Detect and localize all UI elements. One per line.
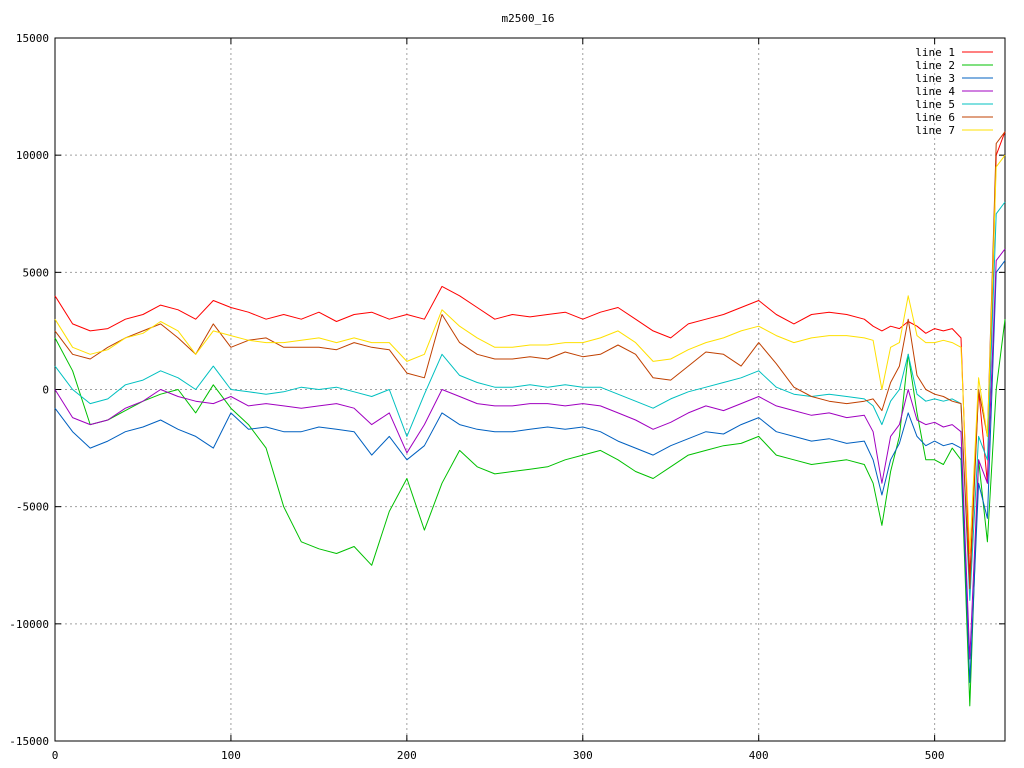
series-line-1 — [54, 131, 1006, 578]
x-tick-label: 500 — [925, 749, 945, 762]
y-tick-label: 15000 — [16, 32, 49, 45]
y-axis-tick-labels: -15000 -10000 -5000 0 5000 10000 15000 — [9, 32, 49, 748]
legend-label: line 1 — [915, 46, 955, 59]
legend-label: line 4 — [915, 85, 955, 98]
y-tick-label: 5000 — [23, 266, 50, 279]
axis-ticks — [54, 37, 1005, 742]
x-tick-label: 400 — [749, 749, 769, 762]
legend-label: line 7 — [915, 124, 955, 137]
legend-label: line 6 — [915, 111, 955, 124]
series-line-2 — [54, 319, 1006, 707]
y-tick-label: -10000 — [9, 618, 49, 631]
series-line-3 — [54, 260, 1006, 683]
x-tick-label: 0 — [52, 749, 59, 762]
series-line-5 — [54, 201, 1006, 601]
x-tick-label: 200 — [397, 749, 417, 762]
x-axis-tick-labels: 0 100 200 300 400 500 — [52, 749, 945, 762]
chart-title: m2500_16 — [502, 12, 555, 25]
legend-label: line 2 — [915, 59, 955, 72]
series-group — [54, 131, 1006, 707]
series-line-6 — [54, 131, 1006, 590]
x-tick-label: 300 — [573, 749, 593, 762]
y-tick-label: 0 — [42, 384, 49, 397]
series-line-4 — [54, 248, 1006, 660]
legend-label: line 3 — [915, 72, 955, 85]
x-tick-label: 100 — [221, 749, 241, 762]
grid-lines — [55, 38, 1005, 741]
legend-label: line 5 — [915, 98, 955, 111]
series-line-7 — [54, 154, 1006, 554]
y-tick-label: -5000 — [16, 501, 49, 514]
y-tick-label: 10000 — [16, 149, 49, 162]
y-tick-label: -15000 — [9, 735, 49, 748]
